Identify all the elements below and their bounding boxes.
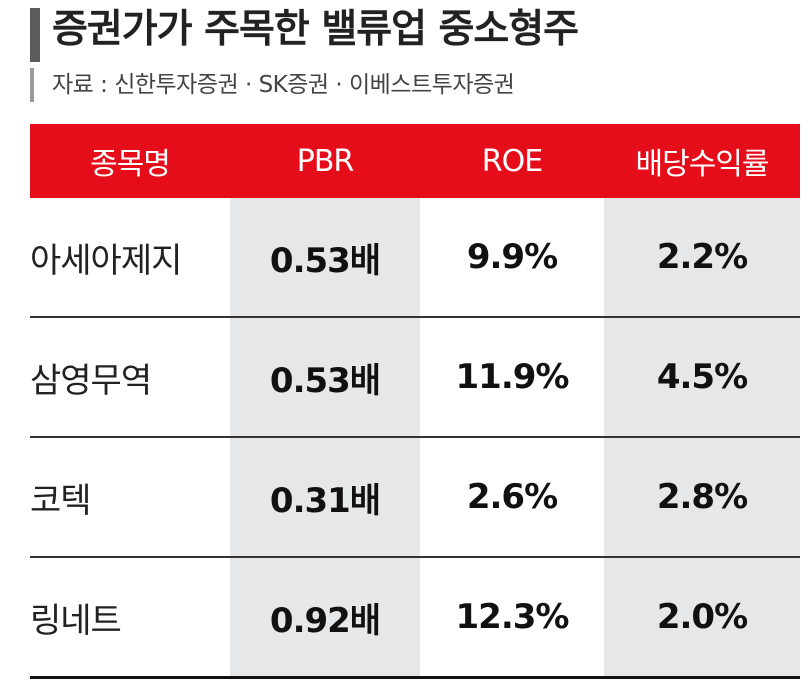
pbr-value: 0.53배 xyxy=(230,317,420,438)
valuation-table: 종목명 PBR ROE 배당수익률 아세아제지 0.53배 9.9% 2.2% … xyxy=(30,124,800,679)
roe-value: 9.9% xyxy=(420,198,604,318)
header-roe: ROE xyxy=(420,124,604,198)
roe-value: 11.9% xyxy=(420,317,604,438)
header-dividend-yield: 배당수익률 xyxy=(604,124,800,198)
pbr-value: 0.92배 xyxy=(230,557,420,679)
source-note: 자료 : 신한투자증권 · SK증권 · 이베스트투자증권 xyxy=(52,72,515,98)
dividend-yield-value: 2.8% xyxy=(604,437,800,558)
stock-name: 아세아제지 xyxy=(30,198,230,318)
roe-value: 12.3% xyxy=(420,557,604,679)
table-row: 코텍 0.31배 2.6% 2.8% xyxy=(30,437,800,558)
roe-value: 2.6% xyxy=(420,437,604,558)
pbr-value: 0.31배 xyxy=(230,437,420,558)
dividend-yield-value: 4.5% xyxy=(604,317,800,438)
table-row: 삼영무역 0.53배 11.9% 4.5% xyxy=(30,317,800,438)
stock-name: 코텍 xyxy=(30,437,230,558)
pbr-value: 0.53배 xyxy=(230,198,420,318)
stock-name: 삼영무역 xyxy=(30,317,230,438)
table-row: 링네트 0.92배 12.3% 2.0% xyxy=(30,557,800,679)
header-pbr: PBR xyxy=(230,124,420,198)
title-accent-bar xyxy=(30,8,40,62)
table-row: 아세아제지 0.53배 9.9% 2.2% xyxy=(30,198,800,318)
table-header-row: 종목명 PBR ROE 배당수익률 xyxy=(30,124,800,198)
page-title: 증권가가 주목한 밸류업 중소형주 xyxy=(52,7,579,52)
header-name: 종목명 xyxy=(30,124,230,198)
stock-name: 링네트 xyxy=(30,557,230,679)
dividend-yield-value: 2.2% xyxy=(604,198,800,318)
dividend-yield-value: 2.0% xyxy=(604,557,800,679)
source-accent-bar xyxy=(30,68,34,102)
